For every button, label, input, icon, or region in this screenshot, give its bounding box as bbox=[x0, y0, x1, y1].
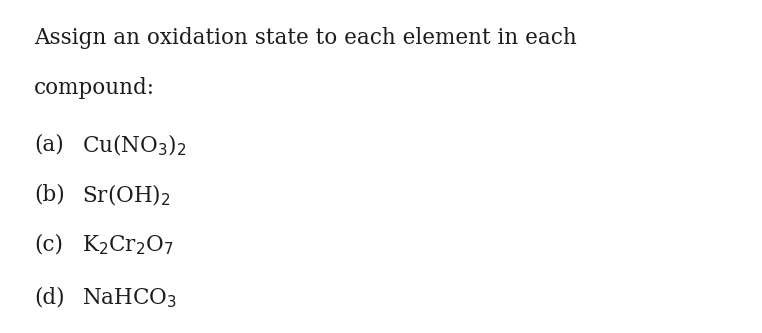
Text: (b): (b) bbox=[34, 183, 65, 205]
Text: NaHCO$_3$: NaHCO$_3$ bbox=[82, 286, 178, 310]
Text: Sr(OH)$_2$: Sr(OH)$_2$ bbox=[82, 183, 171, 208]
Text: K$_2$Cr$_2$O$_7$: K$_2$Cr$_2$O$_7$ bbox=[82, 233, 174, 257]
Text: (c): (c) bbox=[34, 233, 63, 255]
Text: Assign an oxidation state to each element in each: Assign an oxidation state to each elemen… bbox=[34, 27, 577, 49]
Text: (d): (d) bbox=[34, 286, 65, 308]
Text: compound:: compound: bbox=[34, 77, 155, 99]
Text: Cu(NO$_3$)$_2$: Cu(NO$_3$)$_2$ bbox=[82, 133, 187, 159]
Text: (a): (a) bbox=[34, 133, 64, 155]
